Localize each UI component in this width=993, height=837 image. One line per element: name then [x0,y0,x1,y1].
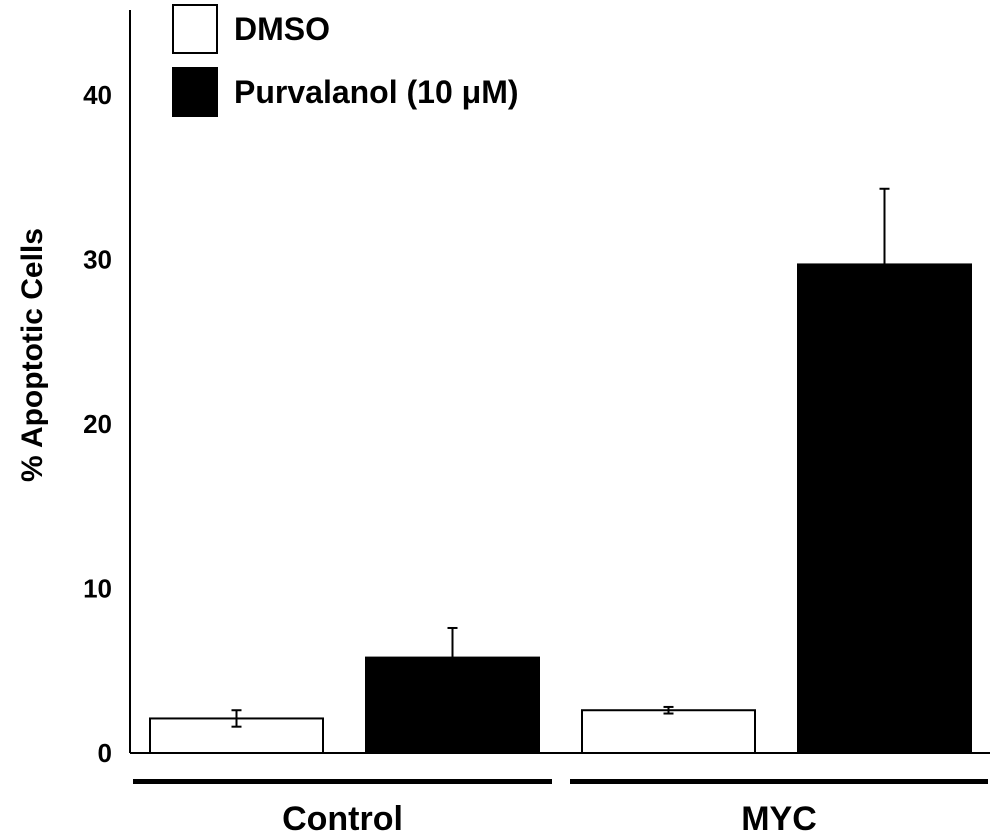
bars [149,263,972,755]
legend-swatch-dmso [172,4,218,54]
group-bracket-myc [570,779,988,784]
group-bracket-control [133,779,552,784]
legend-swatch-purvalanol [172,67,218,117]
bar-myc-purvalanol [797,263,972,754]
y-tick-label-10: 10 [83,574,112,604]
category-groups: Control MYC [133,779,988,837]
error-bars [231,187,890,728]
y-tick-label-20: 20 [83,409,112,439]
category-label-control: Control [282,800,403,837]
legend-label-dmso: DMSO [234,11,330,47]
bar-myc-dmso [581,709,756,754]
category-label-myc: MYC [741,800,817,837]
y-tick-label-30: 30 [83,245,112,275]
y-tick-label-40: 40 [83,80,112,110]
bar-control-purvalanol [365,656,540,755]
y-tick-label-0: 0 [98,738,112,768]
legend: DMSO Purvalanol (10 μM) [172,4,519,117]
legend-label-purvalanol: Purvalanol (10 μM) [234,74,519,110]
y-axis-title: % Apoptotic Cells [16,228,49,482]
